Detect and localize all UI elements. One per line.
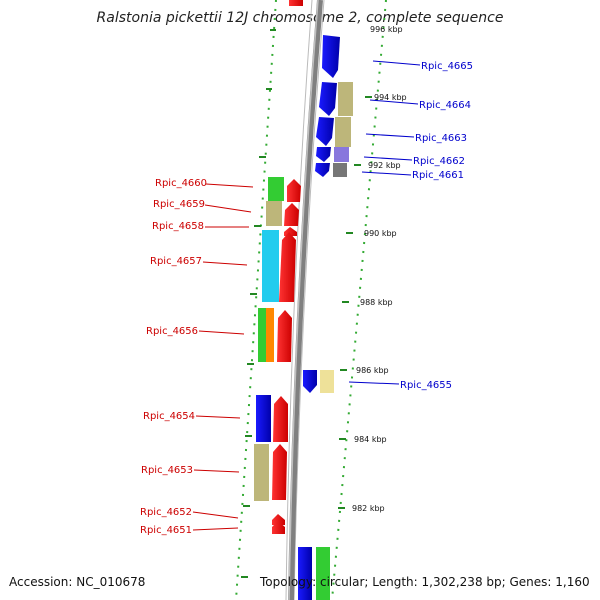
outer-dotted-ring [235,0,387,600]
label-rpic-4653[interactable]: Rpic_4653 [141,465,193,476]
label-rpic-4651[interactable]: Rpic_4651 [140,525,192,536]
gene-rpic-4665[interactable] [322,35,340,78]
gene-rpic-4664[interactable] [319,82,337,116]
reverse-strand-genes [272,179,301,534]
gene-rpic-4655[interactable] [303,370,317,393]
gene-rpic-4660[interactable] [287,179,301,202]
chromosome-backbone [288,0,323,600]
label-rpic-4664[interactable]: Rpic_4664 [419,100,471,111]
gene-rpic-4659[interactable] [284,203,299,226]
gene-rpic-4651[interactable] [272,521,285,534]
label-rpic-4663[interactable]: Rpic_4663 [415,133,467,144]
gene-rpic-4662[interactable] [316,147,331,162]
scale-label-982: 982 kbp [352,504,385,513]
label-rpic-4656[interactable]: Rpic_4656 [146,326,198,337]
gene-rpic-4661[interactable] [315,163,330,177]
inner-rings [285,0,325,600]
scale-label-994: 994 kbp [374,93,407,102]
label-rpic-4658[interactable]: Rpic_4658 [152,221,204,232]
right-ring-ticks [338,96,372,509]
gene-bottom-forward[interactable] [298,547,312,600]
left-ring-ticks [241,29,276,578]
scale-label-984: 984 kbp [354,435,387,444]
gene-top-partial[interactable] [289,0,303,6]
label-rpic-4660[interactable]: Rpic_4660 [155,178,207,189]
label-rpic-4652[interactable]: Rpic_4652 [140,507,192,518]
reverse-cog-boxes [254,177,284,501]
forward-label-leaders [348,60,421,385]
gene-rpic-4653[interactable] [272,444,287,500]
label-rpic-4662[interactable]: Rpic_4662 [413,156,465,167]
scale-label-988: 988 kbp [360,298,393,307]
label-rpic-4654[interactable]: Rpic_4654 [143,411,195,422]
scale-label-986: 986 kbp [356,366,389,375]
gene-rpic-4656[interactable] [277,310,292,362]
scale-label-996-partial: 996 kbp [370,25,403,34]
forward-cog-boxes [316,82,353,600]
gene-rpic-4652[interactable] [272,514,285,525]
forward-strand-genes [298,35,340,600]
gene-rpic-4654[interactable] [273,396,288,442]
label-rpic-4657[interactable]: Rpic_4657 [150,256,202,267]
gene-rpic-4663[interactable] [316,117,334,146]
label-rpic-4661[interactable]: Rpic_4661 [412,170,464,181]
gene-rpic-4657[interactable] [279,232,296,302]
label-rpic-4655[interactable]: Rpic_4655 [400,380,452,391]
label-rpic-4659[interactable]: Rpic_4659 [153,199,205,210]
label-rpic-4665[interactable]: Rpic_4665 [421,61,473,72]
map-title: Ralstonia pickettii 12J chromosome 2, co… [96,10,504,26]
reverse-label-leaders [192,183,254,531]
genome-summary-text: Topology: circular; Length: 1,302,238 bp… [260,575,590,589]
scale-label-992: 992 kbp [368,161,401,170]
scale-label-990: 990 kbp [364,229,397,238]
accession-text: Accession: NC_010678 [9,575,146,589]
gene-rpic-4658[interactable] [284,227,297,236]
